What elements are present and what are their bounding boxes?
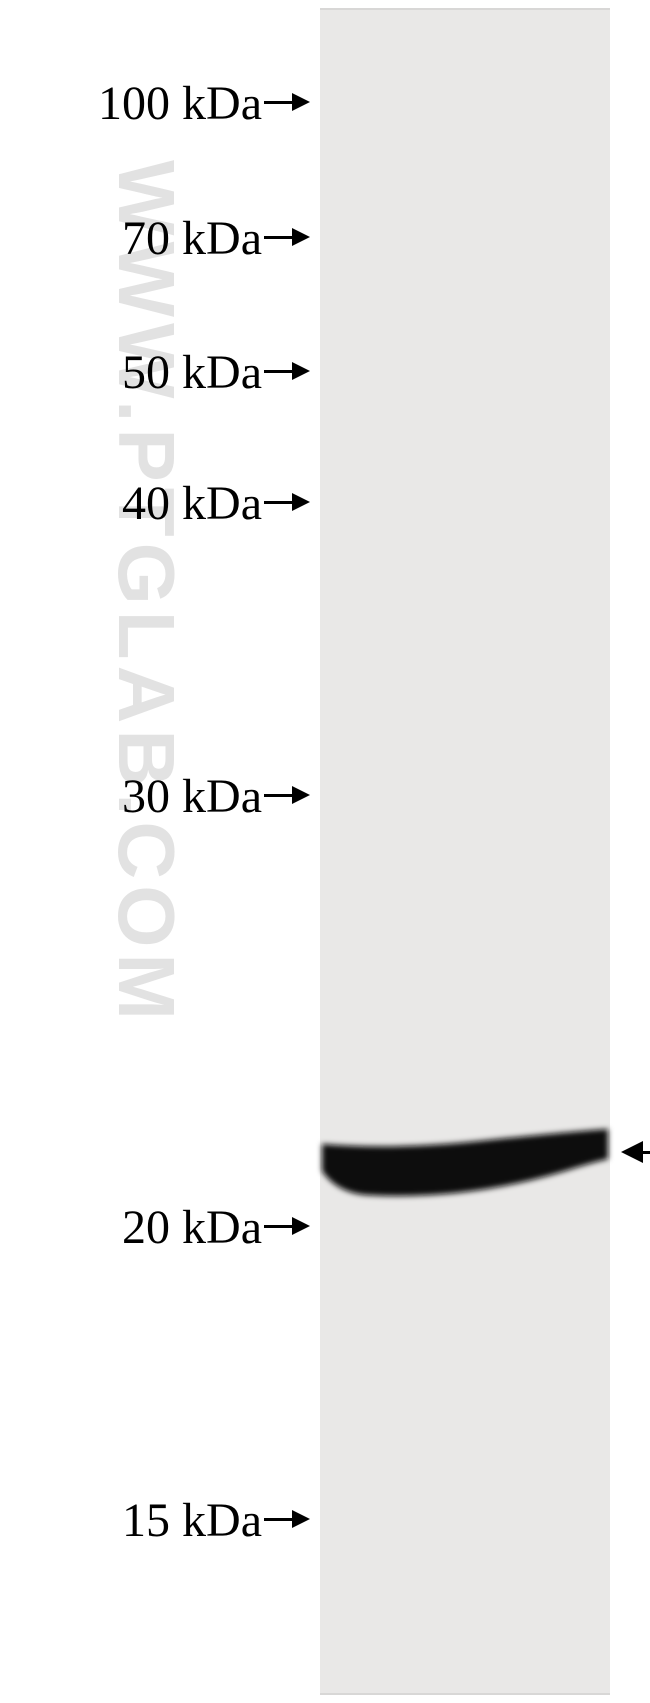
mw-arrow (264, 362, 310, 380)
arrow-shaft (264, 101, 292, 104)
arrow-shaft (264, 1518, 292, 1521)
blot-lane (320, 8, 610, 1695)
arrow-shaft (643, 1151, 650, 1154)
mw-arrow (264, 1510, 310, 1528)
mw-label: 30 kDa (122, 769, 262, 824)
mw-label: 100 kDa (98, 76, 262, 131)
arrow-shaft (264, 501, 292, 504)
mw-arrow (264, 228, 310, 246)
mw-label: 50 kDa (122, 345, 262, 400)
mw-label: 40 kDa (122, 476, 262, 531)
mw-arrow (264, 1217, 310, 1235)
arrow-right-icon (292, 1510, 310, 1528)
western-blot-figure: WWW.PTGLAB.COM 100 kDa 70 kDa 50 kDa 40 kDa… (0, 0, 650, 1703)
mw-arrow (264, 493, 310, 511)
arrow-right-icon (292, 1217, 310, 1235)
mw-label: 15 kDa (122, 1493, 262, 1548)
arrow-shaft (264, 1225, 292, 1228)
band-indicator-arrow (621, 1141, 650, 1163)
arrow-shaft (264, 236, 292, 239)
mw-arrow (264, 786, 310, 804)
arrow-shaft (264, 370, 292, 373)
arrow-right-icon (292, 362, 310, 380)
arrow-shaft (264, 794, 292, 797)
arrow-right-icon (292, 228, 310, 246)
mw-label: 20 kDa (122, 1200, 262, 1255)
arrow-right-icon (292, 786, 310, 804)
mw-label: 70 kDa (122, 211, 262, 266)
arrow-right-icon (292, 493, 310, 511)
protein-band (322, 1120, 608, 1216)
arrow-left-icon (621, 1141, 643, 1163)
watermark-text: WWW.PTGLAB.COM (100, 160, 192, 1026)
mw-arrow (264, 93, 310, 111)
arrow-right-icon (292, 93, 310, 111)
